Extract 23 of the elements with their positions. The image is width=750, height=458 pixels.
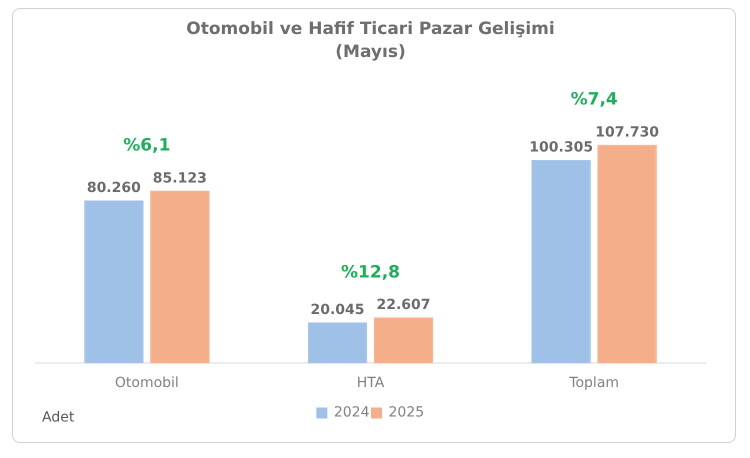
- legend-label: 2025: [388, 404, 424, 421]
- x-tick-label: Toplam: [568, 375, 620, 392]
- bar: [531, 160, 591, 364]
- chart-subtitle: (Mayıs): [335, 42, 406, 62]
- bar: [84, 200, 144, 364]
- x-tick-label: Otomobil: [114, 375, 179, 392]
- chart-title: Otomobil ve Hafif Ticari Pazar Gelişimi: [186, 18, 555, 39]
- annotation: %12,8: [341, 262, 400, 282]
- data-label: 107.730: [595, 124, 660, 140]
- x-tick-label: HTA: [356, 375, 385, 392]
- bar: [150, 190, 210, 364]
- bar: [308, 322, 368, 364]
- text: Adet: [42, 410, 75, 426]
- bar: [597, 144, 657, 364]
- data-label: 80.260: [86, 180, 142, 196]
- data-label: 85.123: [152, 170, 207, 186]
- data-label: 20.045: [310, 302, 365, 318]
- annotation: %6,1: [123, 136, 170, 156]
- legend-label: 2024: [334, 404, 370, 421]
- bar: [374, 317, 434, 364]
- data-label: 100.305: [529, 139, 594, 156]
- data-label: 22.607: [376, 297, 431, 314]
- text: %7,4: [570, 90, 618, 110]
